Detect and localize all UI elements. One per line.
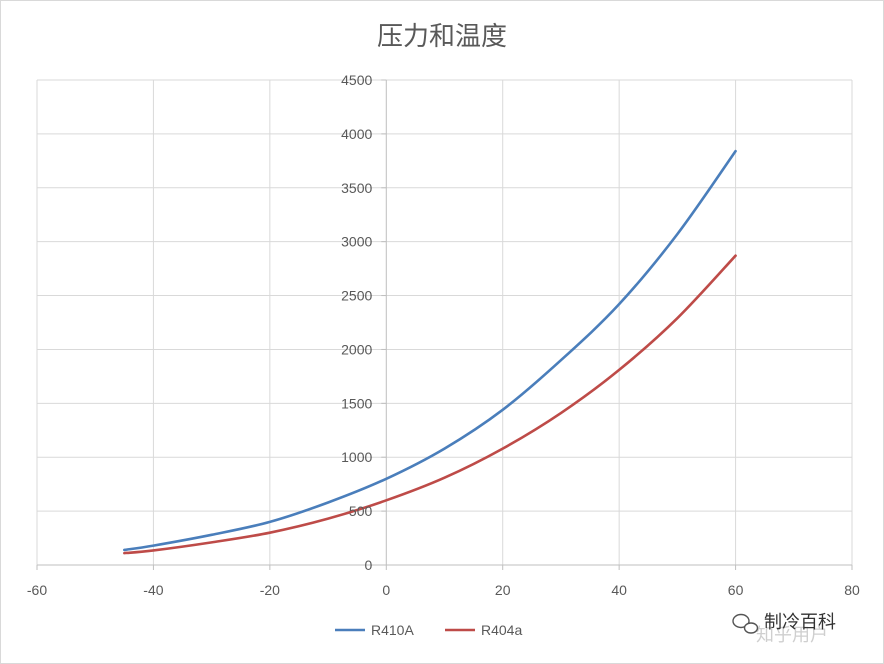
axes [36,79,853,570]
x-tick-label: 20 [495,582,511,598]
legend-label: R410A [371,622,414,638]
x-tick-label: -60 [27,582,47,598]
y-tick-label: 3500 [341,180,372,196]
watermark-account-name: 制冷百科 [764,612,836,633]
x-tick-label: 60 [728,582,744,598]
watermark-faint-text: 知乎用户 [756,625,828,646]
x-tick-label: 80 [844,582,860,598]
y-tick-label: 1500 [341,395,372,411]
chart-title: 压力和温度 [377,22,507,52]
series-line-r404a [123,254,737,555]
legend-item-r404a[interactable]: R404a [445,622,522,638]
x-tick-label: 40 [611,582,627,598]
y-tick-label: 4500 [341,72,372,88]
x-tick-label: 0 [382,582,390,598]
x-tick-label: -40 [143,582,163,598]
y-tick-label: 4000 [341,126,372,142]
series-line-r410a [123,149,737,552]
gridlines [36,79,853,566]
y-tick-label: 3000 [341,234,372,250]
y-tick-label: 500 [349,503,373,519]
watermark: 知乎用户 制冷百科 [732,612,836,646]
legend-label: R404a [481,622,522,638]
wechat-icon [732,613,759,634]
y-tick-label: 2500 [341,288,372,304]
tick-labels: 0 500 1000 1500 2000 2500 3000 3500 4000 4500 -60 -… [27,72,860,598]
y-tick-label: 0 [364,557,372,573]
legend-item-r410a[interactable]: R410A [335,622,414,638]
y-tick-label: 1000 [341,449,372,465]
series-lines [123,149,737,555]
y-tick-label: 2000 [341,341,372,357]
legend[interactable]: R410A R404a [335,622,522,638]
x-tick-label: -20 [260,582,280,598]
